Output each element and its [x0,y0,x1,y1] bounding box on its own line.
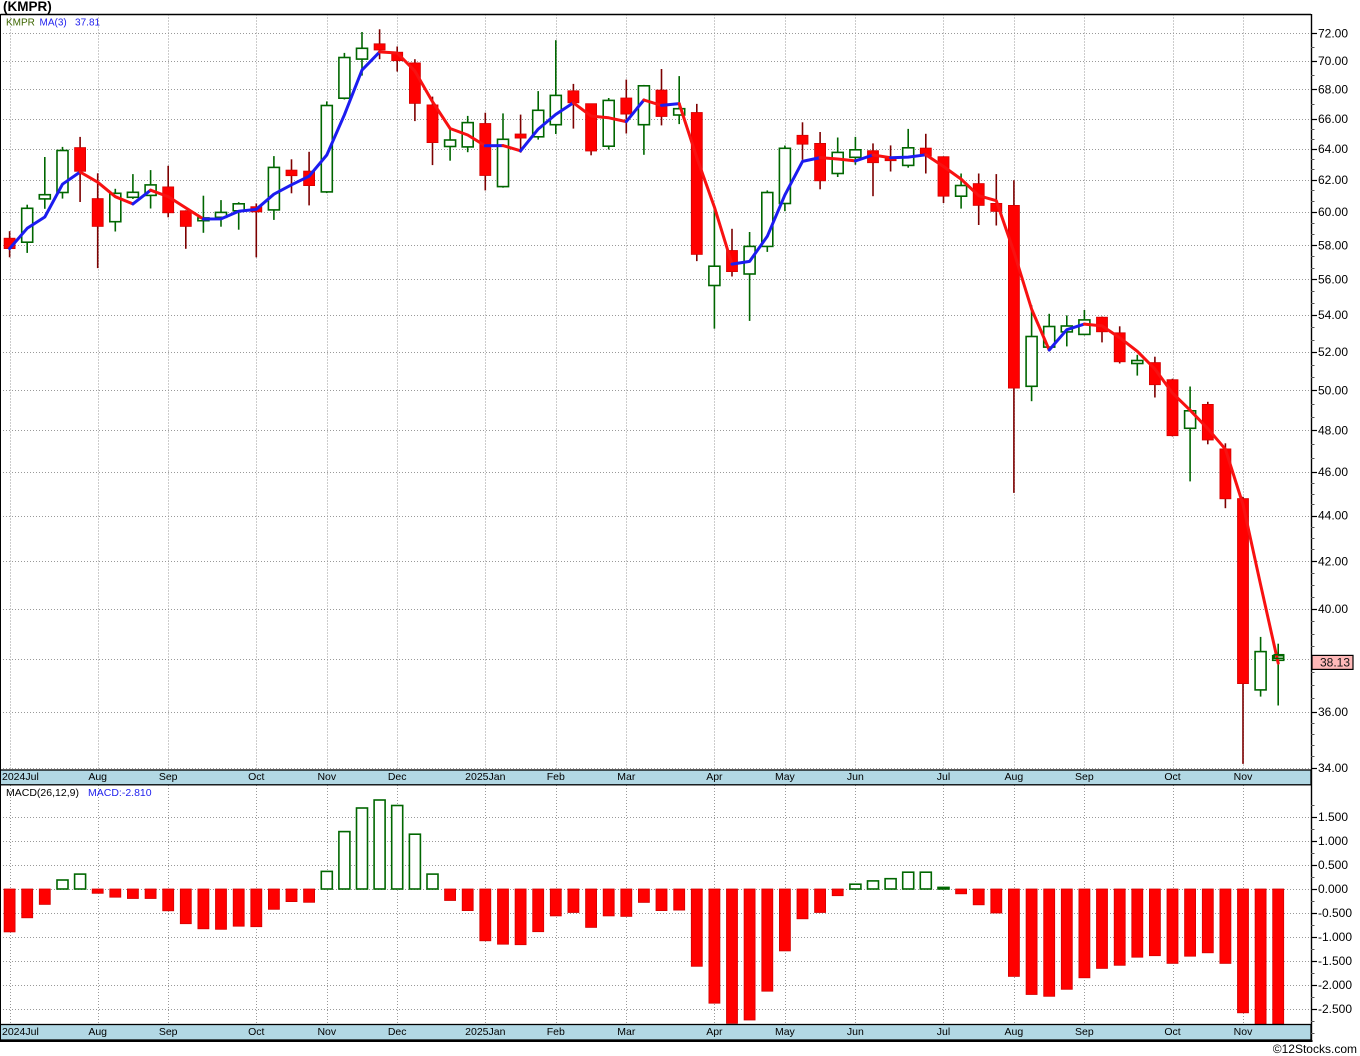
svg-text:34.00: 34.00 [1318,761,1348,775]
svg-text:1.000: 1.000 [1318,834,1348,848]
svg-text:2024Jul: 2024Jul [2,1026,39,1038]
svg-text:Dec: Dec [388,1026,407,1038]
svg-text:Aug: Aug [88,1026,107,1038]
svg-text:Nov: Nov [317,771,336,783]
svg-text:Nov: Nov [1234,1026,1253,1038]
svg-text:Nov: Nov [1234,771,1253,783]
svg-text:1.500: 1.500 [1318,810,1348,824]
svg-text:68.00: 68.00 [1318,83,1348,97]
svg-text:72.00: 72.00 [1318,27,1348,41]
svg-text:MACD:-2.810: MACD:-2.810 [88,787,152,799]
svg-text:Sep: Sep [159,771,178,783]
svg-text:MACD(26,12,9): MACD(26,12,9) [6,787,79,799]
svg-text:2025Jan: 2025Jan [465,771,505,783]
svg-text:46.00: 46.00 [1318,465,1348,479]
svg-text:KMPR: KMPR [6,18,35,29]
svg-text:Jun: Jun [847,771,864,783]
svg-text:44.00: 44.00 [1318,509,1348,523]
svg-text:MA(3) 37.81: MA(3) 37.81 [40,18,101,29]
svg-text:Dec: Dec [388,771,407,783]
svg-text:66.00: 66.00 [1318,112,1348,126]
svg-text:Oct: Oct [248,771,264,783]
svg-text:Nov: Nov [317,1026,336,1038]
svg-text:62.00: 62.00 [1318,173,1348,187]
svg-text:52.00: 52.00 [1318,345,1348,359]
svg-text:May: May [775,1026,796,1038]
svg-text:Aug: Aug [1005,1026,1024,1038]
svg-text:38.13: 38.13 [1320,656,1350,670]
svg-text:Jul: Jul [937,1026,950,1038]
svg-text:-0.500: -0.500 [1318,906,1352,920]
svg-text:54.00: 54.00 [1318,308,1348,322]
svg-text:40.00: 40.00 [1318,602,1348,616]
svg-text:Oct: Oct [248,1026,264,1038]
svg-text:70.00: 70.00 [1318,54,1348,68]
svg-text:May: May [775,771,796,783]
svg-text:48.00: 48.00 [1318,424,1348,438]
svg-text:36.00: 36.00 [1318,705,1348,719]
svg-text:©12Stocks.com: ©12Stocks.com [1273,1042,1357,1056]
svg-text:64.00: 64.00 [1318,142,1348,156]
svg-text:Apr: Apr [706,1026,723,1038]
svg-text:0.500: 0.500 [1318,858,1348,872]
svg-text:2024Jul: 2024Jul [2,771,39,783]
svg-text:Sep: Sep [159,1026,178,1038]
svg-text:Jul: Jul [937,771,950,783]
svg-text:Aug: Aug [88,771,107,783]
svg-text:Mar: Mar [617,771,636,783]
svg-text:(KMPR): (KMPR) [3,0,52,14]
svg-text:Aug: Aug [1005,771,1024,783]
svg-text:-1.500: -1.500 [1318,954,1352,968]
svg-text:-1.000: -1.000 [1318,930,1352,944]
svg-text:Oct: Oct [1164,771,1180,783]
svg-text:Oct: Oct [1164,1026,1180,1038]
svg-text:50.00: 50.00 [1318,384,1348,398]
svg-text:42.00: 42.00 [1318,554,1348,568]
svg-text:Sep: Sep [1075,771,1094,783]
svg-text:Feb: Feb [547,1026,565,1038]
svg-text:-2.500: -2.500 [1318,1002,1352,1016]
svg-text:0.000: 0.000 [1318,882,1348,896]
svg-text:56.00: 56.00 [1318,273,1348,287]
svg-text:Jun: Jun [847,1026,864,1038]
svg-text:2025Jan: 2025Jan [465,1026,505,1038]
svg-text:Apr: Apr [706,771,723,783]
svg-text:Feb: Feb [547,771,565,783]
svg-text:58.00: 58.00 [1318,238,1348,252]
svg-text:60.00: 60.00 [1318,205,1348,219]
svg-text:Mar: Mar [617,1026,636,1038]
svg-text:Sep: Sep [1075,1026,1094,1038]
svg-text:-2.000: -2.000 [1318,978,1352,992]
